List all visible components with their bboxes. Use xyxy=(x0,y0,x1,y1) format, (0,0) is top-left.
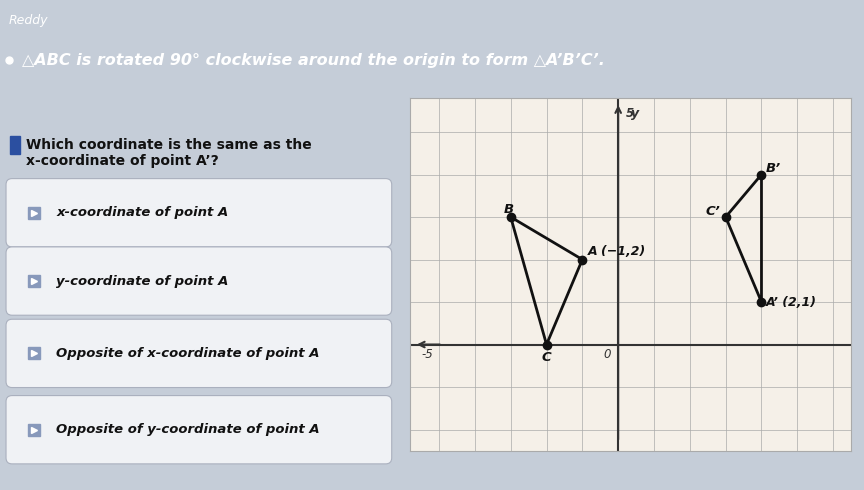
Text: y: y xyxy=(631,107,638,120)
Bar xyxy=(10,136,20,154)
Text: △ABC is rotated 90° clockwise around the origin to form △A’B’C’.: △ABC is rotated 90° clockwise around the… xyxy=(22,52,605,68)
Text: A (−1,2): A (−1,2) xyxy=(588,245,646,258)
Text: Opposite of y-coordinate of point A: Opposite of y-coordinate of point A xyxy=(56,423,320,436)
FancyBboxPatch shape xyxy=(6,395,391,464)
Text: A’ (2,1): A’ (2,1) xyxy=(766,295,816,309)
Text: Opposite of x-coordinate of point A: Opposite of x-coordinate of point A xyxy=(56,347,320,360)
Text: B: B xyxy=(504,203,514,216)
Text: x-coordinate of point A: x-coordinate of point A xyxy=(56,206,228,219)
FancyBboxPatch shape xyxy=(6,319,391,388)
Text: C’: C’ xyxy=(706,205,721,218)
Text: x-coordinate of point A’?: x-coordinate of point A’? xyxy=(26,154,219,169)
Text: Which coordinate is the same as the: Which coordinate is the same as the xyxy=(26,139,312,152)
Text: Reddy: Reddy xyxy=(9,14,48,27)
Text: -5: -5 xyxy=(421,348,433,361)
Text: 5: 5 xyxy=(626,107,633,120)
Text: 0: 0 xyxy=(604,348,612,361)
FancyBboxPatch shape xyxy=(6,247,391,315)
Text: B’: B’ xyxy=(766,162,781,175)
Text: C: C xyxy=(541,351,551,364)
FancyBboxPatch shape xyxy=(6,179,391,247)
Text: y-coordinate of point A: y-coordinate of point A xyxy=(56,274,229,288)
